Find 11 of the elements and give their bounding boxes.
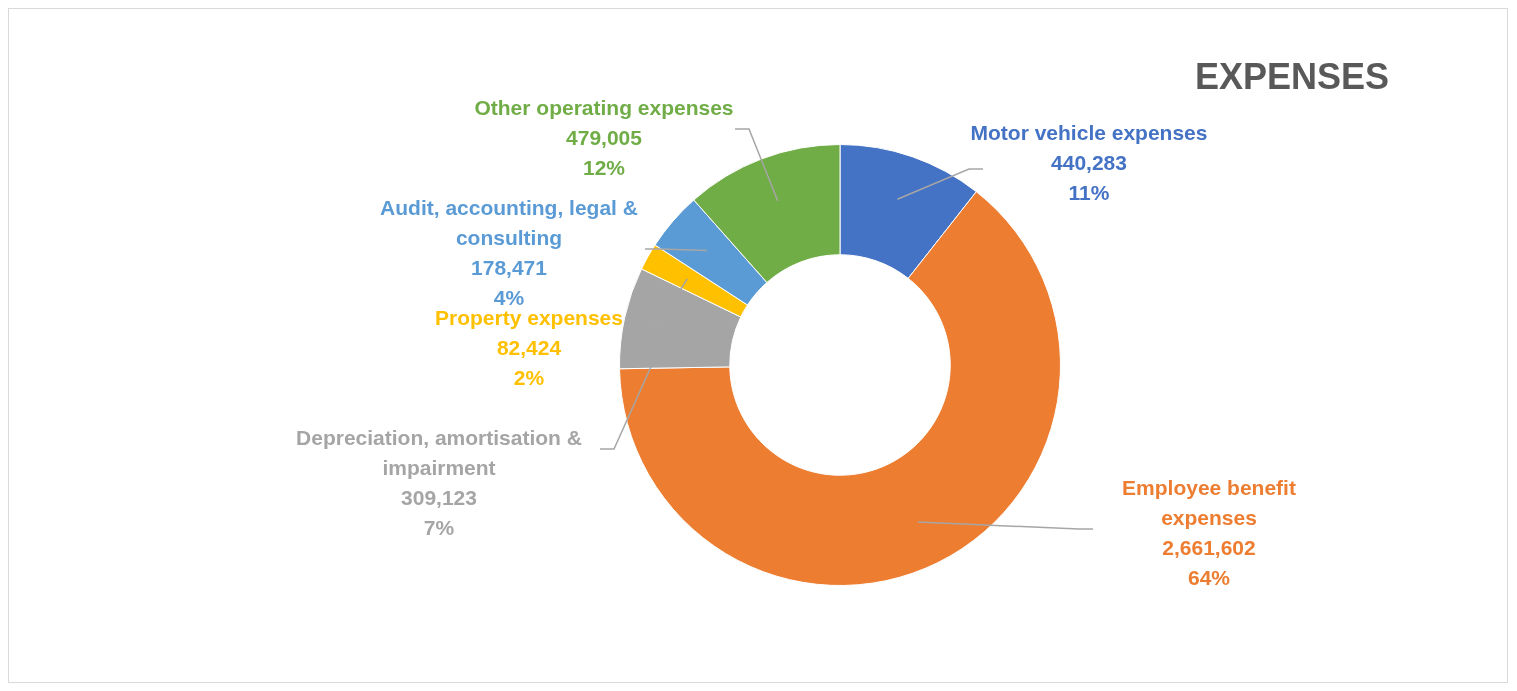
slice-label: Depreciation, amortisation & impairment — [296, 426, 582, 480]
data-label: 479,005 12% — [566, 126, 643, 180]
slice-label: Audit, accounting, legal & consulting — [380, 196, 638, 250]
data-label: 82,424 2% — [496, 336, 562, 390]
data-label: 2,661,602 64% — [1162, 536, 1256, 590]
slice-label: Employee benefit expenses — [1122, 476, 1296, 530]
slice-label: Other operating expenses — [474, 96, 734, 120]
slice-label: Motor vehicle expenses — [970, 121, 1208, 145]
chart-title: EXPENSES — [1194, 55, 1390, 97]
data-label: 440,283 11% — [1051, 151, 1127, 205]
data-label: 309,123 7% — [401, 486, 477, 540]
